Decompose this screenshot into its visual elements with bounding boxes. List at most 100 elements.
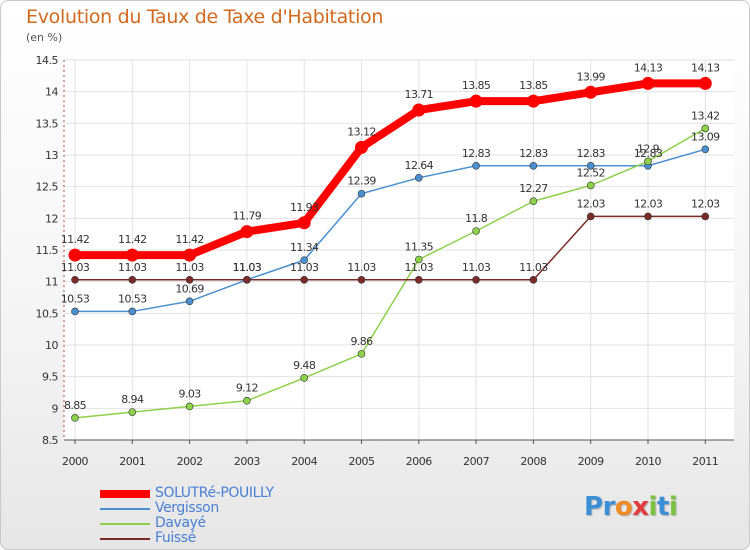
- data-point-davay-: [472, 227, 480, 235]
- data-point-vergisson: [701, 145, 710, 154]
- data-point-vergisson: [71, 307, 79, 316]
- data-label-vergisson: 12.64: [405, 159, 434, 172]
- y-tick-label: 8.5: [42, 434, 58, 447]
- data-point-vergisson: [414, 174, 423, 182]
- chart-title: Evolution du Taux de Taxe d'Habitation: [26, 6, 384, 28]
- data-label-solutr-pouilly: 11.93: [290, 201, 319, 214]
- legend-swatch: [100, 523, 150, 525]
- data-label-fuiss-: 11.03: [462, 261, 491, 274]
- data-point-fuiss-: [71, 275, 79, 284]
- legend-swatch: [100, 490, 150, 498]
- data-label-davay-: 9.48: [293, 359, 316, 372]
- data-point-fuiss-: [472, 275, 480, 284]
- data-label-solutr-pouilly: 11.42: [61, 233, 90, 246]
- legend-swatch: [100, 508, 150, 510]
- data-point-fuiss-: [185, 275, 194, 284]
- data-point-fuiss-: [243, 275, 251, 284]
- legend-item: Vergisson: [100, 500, 400, 516]
- series-line-davay-: [74, 127, 707, 419]
- data-point-fuiss-: [701, 212, 710, 221]
- data-label-davay-: 12.52: [576, 166, 605, 179]
- data-point-vergisson: [185, 297, 194, 306]
- data-point-solutr-pouilly: [68, 248, 82, 262]
- y-tick-label: 14: [45, 86, 58, 99]
- data-label-solutr-pouilly: 13.71: [405, 88, 434, 101]
- x-tick-label: 2006: [406, 455, 432, 468]
- data-label-solutr-pouilly: 13.12: [347, 125, 376, 138]
- logo-letter: x: [632, 492, 649, 522]
- data-label-vergisson: 11.03: [233, 261, 262, 274]
- data-point-davay-: [586, 181, 595, 190]
- data-label-fuiss-: 11.03: [519, 261, 548, 274]
- y-tick-label: 10.5: [36, 307, 59, 320]
- data-label-fuiss-: 11.03: [347, 261, 376, 274]
- data-point-fuiss-: [529, 275, 538, 284]
- series-line-vergisson: [74, 148, 707, 313]
- data-label-vergisson: 12.83: [576, 147, 605, 160]
- data-label-solutr-pouilly: 11.42: [175, 233, 204, 246]
- y-tick-label: 13.5: [36, 117, 59, 130]
- y-tick-label: 10: [45, 339, 58, 352]
- x-tick-label: 2011: [692, 455, 718, 468]
- x-tick-label: 2000: [62, 455, 88, 468]
- data-point-vergisson: [300, 256, 309, 264]
- chart-subtitle: (en %): [26, 31, 63, 44]
- data-point-vergisson: [357, 189, 366, 198]
- data-label-solutr-pouilly: 14.13: [634, 61, 663, 74]
- data-point-solutr-pouilly: [526, 94, 540, 108]
- data-label-fuiss-: 12.03: [691, 197, 720, 210]
- x-tick-label: 2002: [177, 455, 203, 468]
- data-label-davay-: 8.94: [121, 393, 144, 406]
- data-point-solutr-pouilly: [641, 76, 655, 90]
- data-point-fuiss-: [586, 212, 595, 221]
- x-tick-label: 2009: [578, 455, 604, 468]
- x-tick-label: 2005: [349, 455, 375, 468]
- data-label-solutr-pouilly: 14.13: [691, 61, 720, 74]
- data-label-vergisson: 10.53: [61, 292, 90, 305]
- data-point-davay-: [414, 255, 423, 264]
- data-label-vergisson: 10.53: [118, 292, 147, 305]
- data-point-solutr-pouilly: [584, 85, 598, 99]
- y-tick-label: 13: [45, 149, 58, 162]
- data-point-solutr-pouilly: [698, 76, 712, 90]
- legend-label: Fuissé: [155, 530, 196, 546]
- data-label-fuiss-: 12.03: [576, 197, 605, 210]
- data-label-solutr-pouilly: 13.85: [519, 79, 548, 92]
- data-point-davay-: [300, 374, 309, 382]
- data-point-solutr-pouilly: [183, 248, 197, 262]
- logo-letter: i: [648, 492, 658, 522]
- data-point-solutr-pouilly: [297, 216, 311, 230]
- logo-letter: r: [602, 492, 616, 522]
- data-label-vergisson: 12.83: [634, 147, 663, 160]
- logo-letter: P: [584, 492, 603, 522]
- legend-item: SOLUTRé-POUILLY: [100, 485, 400, 501]
- proxiti-logo: Proxiti: [584, 492, 678, 522]
- data-label-solutr-pouilly: 11.79: [233, 210, 262, 223]
- data-point-davay-: [529, 197, 538, 206]
- data-label-davay-: 12.27: [519, 182, 548, 195]
- data-point-solutr-pouilly: [355, 140, 368, 154]
- data-point-fuiss-: [357, 275, 366, 284]
- y-tick-label: 12.5: [36, 181, 59, 194]
- legend-swatch: [100, 538, 150, 540]
- data-point-fuiss-: [414, 275, 423, 284]
- data-label-vergisson: 10.69: [175, 282, 204, 295]
- data-point-vergisson: [472, 161, 480, 170]
- x-tick-label: 2003: [234, 455, 260, 468]
- data-point-davay-: [701, 124, 710, 133]
- legend-item: Davayé: [100, 515, 400, 531]
- y-tick-label: 9: [52, 402, 59, 415]
- data-label-fuiss-: 11.03: [233, 261, 262, 274]
- logo-letter: i: [668, 492, 678, 522]
- data-label-davay-: 9.12: [236, 382, 258, 395]
- x-tick-label: 2010: [635, 455, 661, 468]
- data-label-fuiss-: 12.03: [634, 197, 663, 210]
- data-point-vergisson: [586, 161, 595, 170]
- legend-label: Vergisson: [155, 500, 219, 516]
- data-label-davay-: 11.8: [465, 212, 488, 225]
- logo-letter: t: [656, 492, 669, 522]
- data-label-vergisson: 12.83: [519, 147, 548, 160]
- x-tick-label: 2001: [119, 455, 145, 468]
- data-label-davay-: 9.03: [179, 387, 202, 400]
- data-label-solutr-pouilly: 11.42: [118, 233, 147, 246]
